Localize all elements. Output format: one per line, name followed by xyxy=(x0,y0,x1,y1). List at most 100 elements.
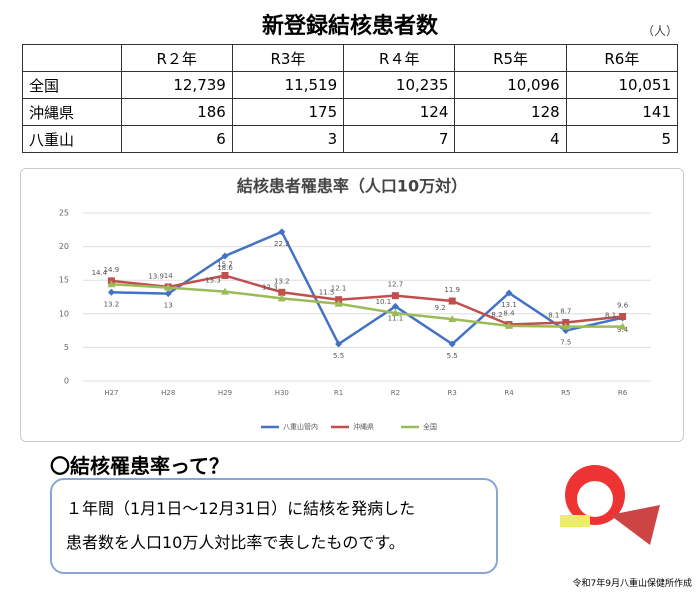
marker xyxy=(164,283,173,291)
y-tick-label: 10 xyxy=(59,309,69,318)
marker xyxy=(278,288,286,296)
data-label: 10.1 xyxy=(376,298,392,306)
row: 沖縄県 186 175 124 128 141 xyxy=(22,98,679,126)
row-label: 沖縄県 xyxy=(22,98,122,126)
x-tick-label: H27 xyxy=(104,389,118,397)
column-header: R２年 xyxy=(120,44,233,72)
row-label: 八重山 xyxy=(22,125,122,153)
row: 全国 12,739 11,519 10,235 10,096 10,051 xyxy=(22,71,679,99)
series-line xyxy=(111,274,623,326)
chart-title: 結核患者罹患率（人口10万対） xyxy=(237,177,467,196)
data-label: 14.4 xyxy=(92,269,108,277)
cell: 10,096 xyxy=(454,71,567,99)
marker xyxy=(505,321,513,329)
data-label: 11.1 xyxy=(388,314,404,322)
marker xyxy=(221,271,229,279)
data-label: 12.1 xyxy=(331,285,347,293)
cell: 7 xyxy=(343,125,456,153)
data-label: 22.2 xyxy=(274,240,290,248)
x-tick-label: H29 xyxy=(218,389,232,397)
column-header: R４年 xyxy=(343,44,456,72)
data-label: 11.5 xyxy=(319,289,335,297)
legend-label: 全国 xyxy=(423,422,437,431)
table: R２年 R3年 R４年 R5年 R6年 全国 12,739 11,519 10,235 10,09… xyxy=(22,44,679,153)
mascot xyxy=(560,465,660,545)
marker xyxy=(448,340,456,348)
chart: 結核患者罹患率（人口10万対） 0 5 10 15 20 25 H27 H28 H29 H30 R1… xyxy=(20,168,684,442)
data-label: 14 xyxy=(164,272,173,280)
data-label: 13 xyxy=(164,302,173,310)
cell: 10,235 xyxy=(343,71,456,99)
unit: （人） xyxy=(641,24,678,38)
legend-label: 八重山管内 xyxy=(283,422,318,431)
x-tick-label: R2 xyxy=(391,389,400,397)
marker xyxy=(107,280,116,288)
x-tick-label: R3 xyxy=(448,389,457,397)
marker xyxy=(164,290,172,298)
marker xyxy=(448,297,456,305)
series-line xyxy=(111,230,623,346)
x-tick-label: H30 xyxy=(275,389,289,397)
marker xyxy=(278,228,286,236)
data-label: 12.3 xyxy=(262,283,278,291)
x-tick-label: R1 xyxy=(334,389,343,397)
section-heading: 〇結核罹患率って？ xyxy=(50,454,229,478)
cell: 124 xyxy=(343,98,456,126)
mascot-body xyxy=(610,505,660,545)
x-tick-label: R6 xyxy=(618,389,628,397)
data-label: 12.7 xyxy=(388,281,404,289)
data-label: 13.1 xyxy=(501,301,517,309)
cell: 128 xyxy=(454,98,567,126)
cell: 3 xyxy=(231,125,345,153)
data-label: 13.9 xyxy=(148,273,164,281)
data-label: 8.1 xyxy=(605,312,616,320)
data-label: 8.1 xyxy=(548,312,559,320)
cell: 10,051 xyxy=(565,71,679,99)
cell: 175 xyxy=(231,98,345,126)
marker xyxy=(335,340,343,348)
data-label: 9.2 xyxy=(435,304,446,312)
marker xyxy=(335,296,343,304)
data-label: 8.4 xyxy=(503,310,515,318)
data-label: 9.4 xyxy=(617,326,629,334)
header-row: R２年 R3年 R４年 R5年 R6年 xyxy=(22,44,679,72)
series-line xyxy=(111,282,623,328)
credit: 令和7年9月八重山保健所作成 xyxy=(572,579,692,589)
data-label: 9.6 xyxy=(617,301,629,309)
data-label: 8.7 xyxy=(560,308,571,316)
x-tick-label: H28 xyxy=(161,389,175,397)
cell: 186 xyxy=(120,98,233,126)
x-tick-label: R5 xyxy=(561,389,570,397)
data-label: 13.3 xyxy=(205,277,221,285)
data-label: 8.2 xyxy=(491,311,502,319)
data-label: 14.9 xyxy=(104,266,120,274)
marker xyxy=(619,312,627,320)
marker xyxy=(505,289,513,297)
marker xyxy=(221,252,229,260)
x-tick-label: R4 xyxy=(504,389,514,397)
marker xyxy=(391,302,399,310)
data-label: 5.5 xyxy=(447,352,458,360)
data-label: 11.9 xyxy=(444,286,460,294)
marker xyxy=(334,299,343,307)
marker xyxy=(391,309,400,317)
marker xyxy=(561,322,570,330)
y-tick-label: 0 xyxy=(64,377,69,386)
marker xyxy=(448,315,457,323)
marker xyxy=(618,322,627,330)
cell: 6 xyxy=(120,125,233,153)
column-header: R3年 xyxy=(231,44,345,72)
data-label: 13.2 xyxy=(104,300,120,308)
data-label: 18.6 xyxy=(217,264,233,272)
title: 新登録結核患者数 xyxy=(261,14,438,39)
marker xyxy=(221,287,229,295)
cell: 141 xyxy=(565,98,679,126)
mascot-arm xyxy=(560,515,590,527)
speech-bubble: １年間（1月1日～12月31日）に結核を発病した 患者数を人口10万人対比率で表… xyxy=(50,478,498,574)
column-header: R5年 xyxy=(454,44,567,72)
data-label: 7.5 xyxy=(560,339,571,347)
y-tick-label: 15 xyxy=(59,276,69,285)
cell: 5 xyxy=(565,125,679,153)
data-label: 5.5 xyxy=(333,352,344,360)
